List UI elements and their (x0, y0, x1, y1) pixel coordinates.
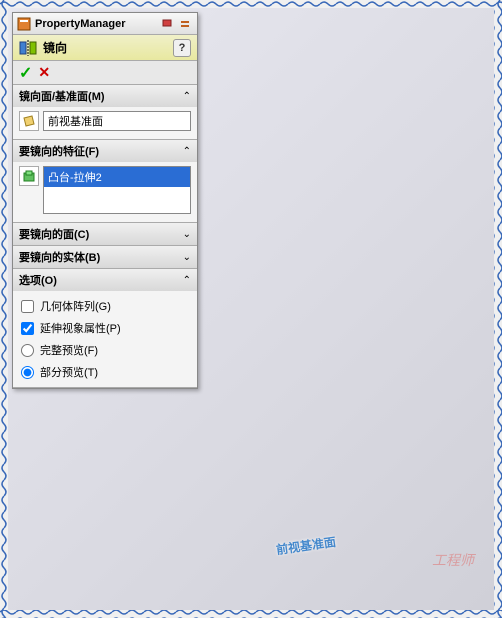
section-title-faces: 要镜向的面(C) (19, 226, 183, 242)
confirm-row: ✓ ✕ (13, 61, 197, 85)
feature-title-row: 镜向 ? (13, 35, 197, 61)
mirror-plane-input[interactable]: 前视基准面 (43, 111, 191, 131)
pm-pin-button[interactable] (159, 16, 175, 32)
section-header-faces[interactable]: 要镜向的面(C) ⌄ (13, 223, 197, 245)
watermark: 工程师 (432, 550, 474, 570)
section-features: 要镜向的特征(F) ⌃ 凸台-拉伸2 (13, 140, 197, 223)
section-title-options: 选项(O) (19, 272, 183, 288)
list-item[interactable]: 凸台-拉伸2 (44, 167, 190, 187)
partial-preview-label[interactable]: 部分预览(T) (40, 364, 98, 380)
section-title-mirror-plane: 镜向面/基准面(M) (19, 88, 183, 104)
chevron-up-icon: ⌃ (183, 275, 191, 286)
geom-pattern-label[interactable]: 几何体阵列(G) (40, 298, 111, 314)
chevron-up-icon: ⌃ (183, 146, 191, 157)
feature-select-icon[interactable] (19, 166, 39, 186)
mirror-icon (19, 39, 37, 57)
plane-label: 前视基准面 (275, 533, 337, 558)
pm-title: PropertyManager (35, 18, 157, 30)
section-bodies: 要镜向的实体(B) ⌄ (13, 246, 197, 269)
propagate-label[interactable]: 延伸视象属性(P) (40, 320, 121, 336)
section-title-features: 要镜向的特征(F) (19, 143, 183, 159)
pm-icon (17, 17, 31, 31)
ok-button[interactable]: ✓ (19, 63, 32, 83)
section-mirror-plane: 镜向面/基准面(M) ⌃ 前视基准面 (13, 85, 197, 140)
cancel-button[interactable]: ✕ (38, 64, 50, 81)
section-header-mirror-plane[interactable]: 镜向面/基准面(M) ⌃ (13, 85, 197, 107)
geom-pattern-checkbox[interactable] (21, 300, 34, 313)
partial-preview-radio[interactable] (21, 366, 34, 379)
chevron-down-icon: ⌄ (183, 252, 191, 263)
features-list[interactable]: 凸台-拉伸2 (43, 166, 191, 214)
pm-collapse-button[interactable] (177, 16, 193, 32)
section-faces: 要镜向的面(C) ⌄ (13, 223, 197, 246)
chevron-down-icon: ⌄ (183, 229, 191, 240)
section-title-bodies: 要镜向的实体(B) (19, 249, 183, 265)
propagate-checkbox[interactable] (21, 322, 34, 335)
pm-header: PropertyManager (13, 13, 197, 35)
feature-title: 镜向 (43, 39, 173, 56)
plane-select-icon[interactable] (19, 111, 39, 131)
section-header-features[interactable]: 要镜向的特征(F) ⌃ (13, 140, 197, 162)
section-header-options[interactable]: 选项(O) ⌃ (13, 269, 197, 291)
section-header-bodies[interactable]: 要镜向的实体(B) ⌄ (13, 246, 197, 268)
full-preview-radio[interactable] (21, 344, 34, 357)
full-preview-label[interactable]: 完整预览(F) (40, 342, 98, 358)
section-options: 选项(O) ⌃ 几何体阵列(G) 延伸视象属性(P) 完整预览(F) 部分预览(… (13, 269, 197, 388)
property-manager-panel: PropertyManager 镜向 ? ✓ ✕ 镜向面/基准面(M) ⌃ 前视… (12, 12, 198, 389)
help-button[interactable]: ? (173, 39, 191, 57)
chevron-up-icon: ⌃ (183, 91, 191, 102)
